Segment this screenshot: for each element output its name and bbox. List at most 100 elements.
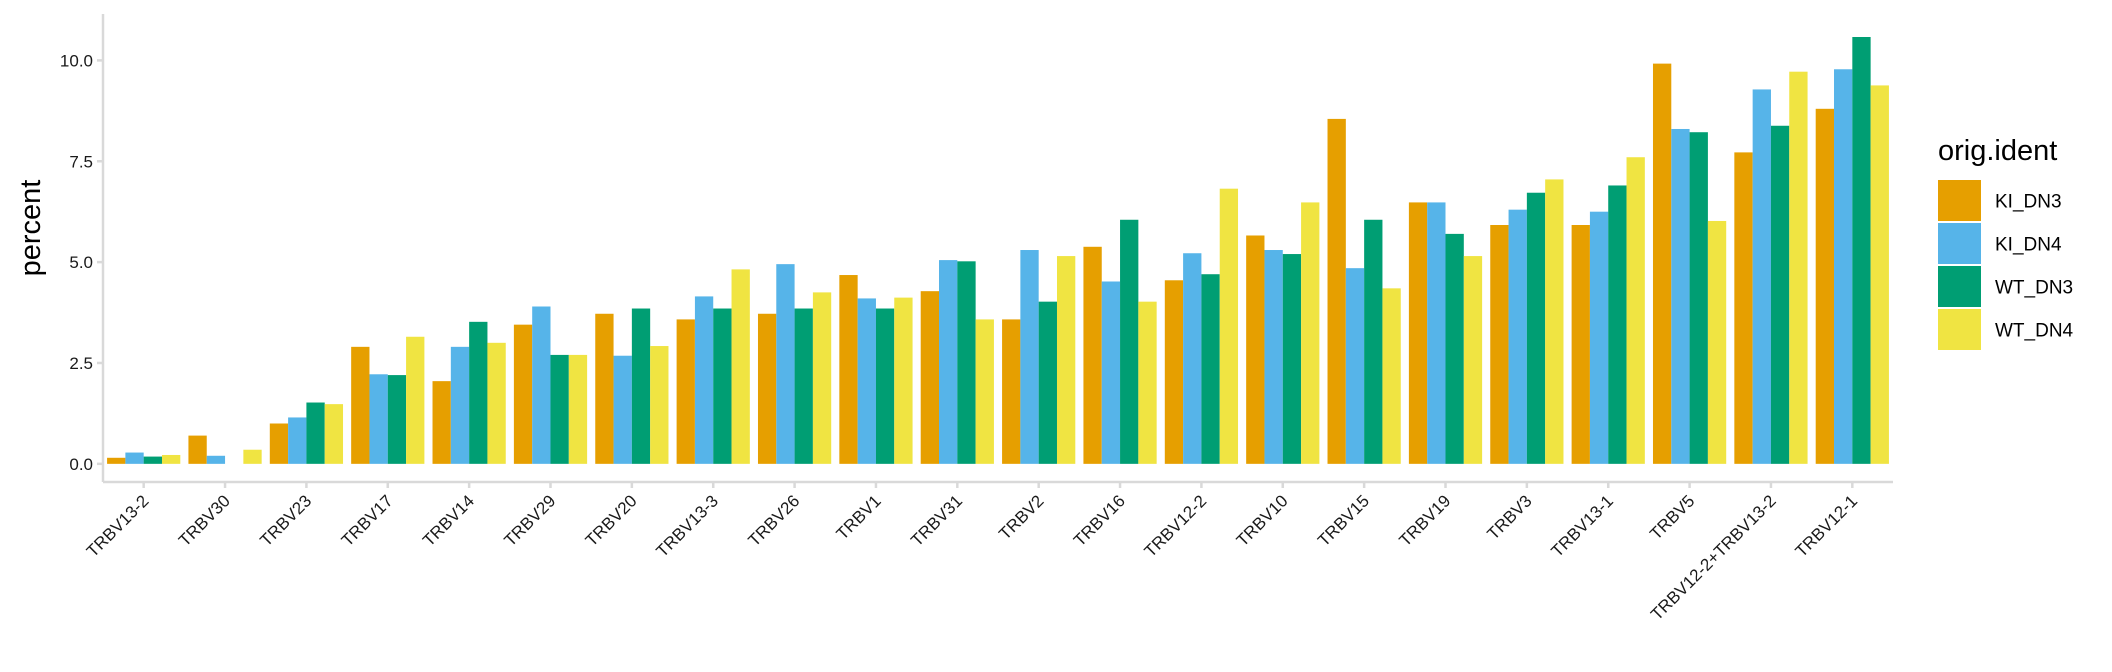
bar-WT_DN3-TRBV14 <box>469 321 488 464</box>
bar-KI_DN4-TRBV16 <box>1101 281 1121 464</box>
bar-KI_DN3-TRBV19 <box>1408 202 1428 464</box>
x-tick-label: TRBV1 <box>833 491 885 543</box>
bar-KI_DN3-TRBV14 <box>432 381 451 464</box>
bar-KI_DN4-TRBV5 <box>1671 128 1690 464</box>
bar-KI_DN3-TRBV5 <box>1652 63 1672 464</box>
y-axis-ticks: 0.0 2.5 5.0 7.5 10.0 <box>60 51 103 474</box>
bar-WT_DN3-TRBV23 <box>306 402 325 464</box>
legend-key-WT_DN4 <box>1938 309 1981 350</box>
bar-WT_DN3-TRBV10 <box>1282 254 1302 464</box>
bar-KI_DN4-TRBV30 <box>206 455 226 464</box>
x-tick-label: TRBV31 <box>907 491 966 550</box>
bar-KI_DN3-TRBV20 <box>595 313 614 464</box>
x-tick-label: TRBV10 <box>1233 491 1292 550</box>
bar-WT_DN4-TRBV26 <box>812 292 832 464</box>
x-axis-ticks: TRBV13-2 TRBV30 TRBV23 TRBV17 TRBV14 TRBV29 TR… <box>83 482 1861 624</box>
bar-WT_DN4-TRBV15 <box>1382 288 1401 464</box>
y-tick-label: 7.5 <box>69 152 93 171</box>
bar-KI_DN4-TRBV15 <box>1345 268 1365 464</box>
bar-KI_DN4-TRBV2 <box>1020 250 1039 464</box>
x-tick-label: TRBV3 <box>1484 491 1536 543</box>
x-tick-label: TRBV14 <box>419 491 478 550</box>
legend-label-WT_DN3: WT_DN3 <box>1995 278 2073 299</box>
bar-WT_DN3-TRBV29 <box>550 354 569 464</box>
y-axis-title: percent <box>15 180 47 277</box>
bar-WT_DN3-TRBV13-2 <box>143 456 162 464</box>
bar-KI_DN4-TRBV3 <box>1508 209 1527 464</box>
y-tick-label: 2.5 <box>69 354 93 373</box>
x-tick-label: TRBV13-2 <box>83 491 153 561</box>
x-tick-label: TRBV17 <box>338 491 397 550</box>
x-tick-label: TRBV12-2 <box>1141 491 1211 561</box>
bar-KI_DN3-TRBV23 <box>269 423 289 464</box>
bar-WT_DN4-TRBV14 <box>487 342 506 464</box>
y-tick-label: 5.0 <box>69 253 93 272</box>
legend-label-KI_DN4: KI_DN4 <box>1995 235 2062 256</box>
x-tick-label: TRBV12-1 <box>1792 491 1862 561</box>
bar-WT_DN3-TRBV12-2+TRBV13-2 <box>1770 125 1790 464</box>
bar-WT_DN3-TRBV12-2 <box>1201 274 1220 464</box>
bar-KI_DN4-TRBV1 <box>857 298 876 464</box>
bar-WT_DN3-TRBV19 <box>1445 233 1464 464</box>
bar-WT_DN4-TRBV19 <box>1463 256 1483 464</box>
bar-WT_DN4-TRBV12-1 <box>1870 85 1889 464</box>
bar-KI_DN3-TRBV2 <box>1002 319 1021 464</box>
x-tick-label: TRBV20 <box>582 491 641 550</box>
legend-key-KI_DN3 <box>1938 180 1981 221</box>
bar-KI_DN3-TRBV13-1 <box>1571 225 1590 464</box>
x-tick-label: TRBV13-1 <box>1547 491 1617 561</box>
legend-key-WT_DN3 <box>1938 266 1981 307</box>
bar-WT_DN3-TRBV26 <box>794 308 813 464</box>
bar-WT_DN4-TRBV1 <box>894 297 913 464</box>
bar-KI_DN4-TRBV20 <box>613 355 632 464</box>
legend-label-WT_DN4: WT_DN4 <box>1995 321 2074 342</box>
bars-layer <box>107 37 1889 464</box>
bar-WT_DN3-TRBV17 <box>387 375 407 464</box>
bar-KI_DN3-TRBV16 <box>1083 246 1102 464</box>
bar-WT_DN3-TRBV31 <box>957 261 976 464</box>
x-tick-label: TRBV2 <box>995 491 1047 543</box>
bar-KI_DN4-TRBV23 <box>288 417 307 464</box>
bar-KI_DN4-TRBV26 <box>776 264 795 464</box>
bar-WT_DN4-TRBV13-3 <box>731 269 750 464</box>
legend-title: orig.ident <box>1938 135 2057 167</box>
bar-WT_DN4-TRBV20 <box>650 346 669 464</box>
bar-KI_DN4-TRBV13-2 <box>125 452 144 464</box>
bar-WT_DN4-TRBV5 <box>1707 220 1727 464</box>
legend: orig.ident KI_DN3 KI_DN4 WT_DN3 WT_DN4 <box>1938 135 2074 350</box>
bar-KI_DN4-TRBV19 <box>1427 202 1446 464</box>
bar-WT_DN4-TRBV16 <box>1138 301 1157 464</box>
legend-items: KI_DN3 KI_DN4 WT_DN3 WT_DN4 <box>1938 180 2074 350</box>
x-tick-label: TRBV16 <box>1070 491 1129 550</box>
bar-KI_DN4-TRBV13-1 <box>1589 211 1609 464</box>
bar-KI_DN3-TRBV13-2 <box>107 457 126 464</box>
bar-WT_DN4-TRBV17 <box>406 336 425 464</box>
axes-layer <box>101 14 1893 484</box>
bar-KI_DN4-TRBV12-2 <box>1183 253 1202 464</box>
bar-WT_DN4-TRBV29 <box>568 354 588 464</box>
bar-KI_DN3-TRBV26 <box>757 313 777 464</box>
bar-WT_DN4-TRBV13-1 <box>1626 157 1645 464</box>
bar-WT_DN4-TRBV10 <box>1301 202 1320 464</box>
bar-WT_DN3-TRBV13-3 <box>713 308 732 464</box>
bar-KI_DN3-TRBV15 <box>1327 118 1346 464</box>
bar-KI_DN4-TRBV17 <box>369 374 388 464</box>
bar-KI_DN4-TRBV14 <box>450 346 470 464</box>
bar-KI_DN4-TRBV12-2+TRBV13-2 <box>1752 89 1771 464</box>
bar-KI_DN3-TRBV12-1 <box>1815 108 1835 464</box>
x-tick-label: TRBV29 <box>500 491 559 550</box>
bar-WT_DN4-TRBV2 <box>1056 256 1076 464</box>
bar-WT_DN4-TRBV30 <box>243 449 262 464</box>
legend-label-KI_DN3: KI_DN3 <box>1995 192 2062 213</box>
bar-WT_DN3-TRBV1 <box>875 308 895 464</box>
bar-KI_DN3-TRBV17 <box>351 346 370 464</box>
bar-WT_DN3-TRBV16 <box>1120 219 1139 464</box>
bar-KI_DN4-TRBV31 <box>939 260 958 464</box>
bar-KI_DN3-TRBV29 <box>513 324 533 464</box>
bar-WT_DN3-TRBV20 <box>631 308 651 464</box>
bar-KI_DN3-TRBV3 <box>1490 225 1509 464</box>
bar-KI_DN4-TRBV10 <box>1264 250 1283 464</box>
x-tick-label: TRBV19 <box>1395 491 1454 550</box>
bar-WT_DN3-TRBV3 <box>1526 192 1546 464</box>
